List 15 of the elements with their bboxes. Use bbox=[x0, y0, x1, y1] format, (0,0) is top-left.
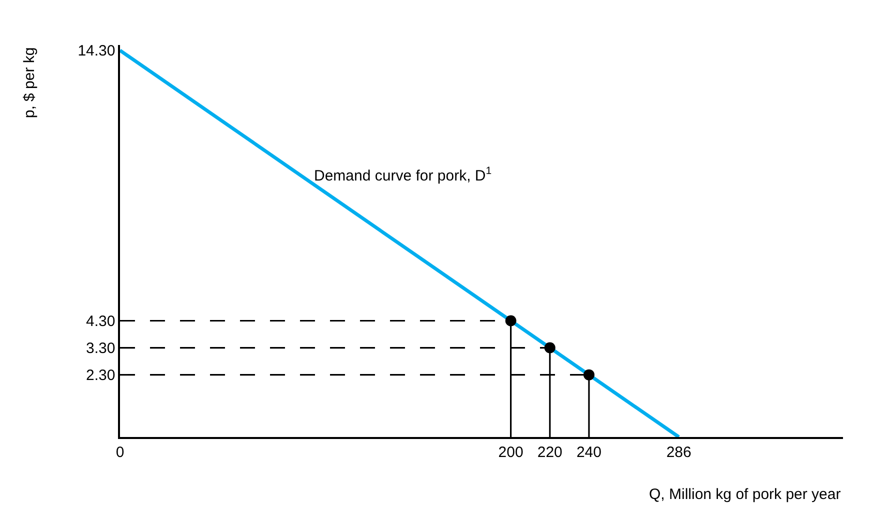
point bbox=[544, 342, 556, 354]
y-tick-label: 2.30 bbox=[86, 367, 116, 384]
x-tick-label: 220 bbox=[537, 444, 562, 461]
y-tick-label: 14.30 bbox=[78, 42, 116, 60]
x-tick-label: 200 bbox=[498, 444, 524, 461]
y-axis-title: p, $ per kg bbox=[21, 47, 38, 118]
point bbox=[583, 369, 594, 380]
y-tick-label: 4.30 bbox=[86, 313, 116, 330]
x-axis-title: Q, Million kg of pork per year bbox=[649, 486, 841, 503]
x-tick-label: 240 bbox=[576, 444, 602, 461]
point bbox=[505, 315, 516, 326]
x-tick-label: 0 bbox=[116, 444, 124, 461]
x-tick-label: 286 bbox=[666, 444, 692, 461]
annotation: Demand curve for pork, D$^{1}$ bbox=[314, 165, 492, 184]
y-tick-label: 3.30 bbox=[86, 340, 116, 358]
